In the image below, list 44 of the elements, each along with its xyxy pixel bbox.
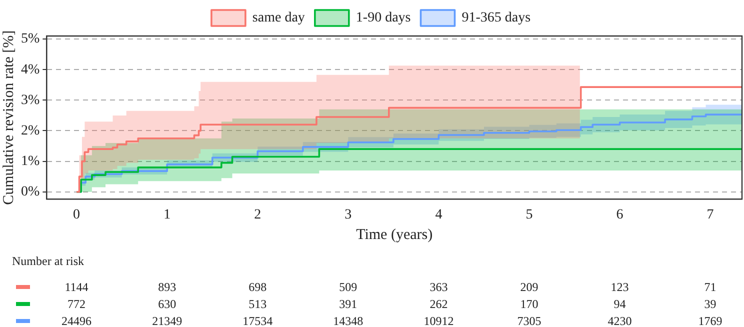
text: 772 [66,297,87,311]
y-tick-label: 2% [20,123,40,138]
x-tick-label: 4 [435,207,442,222]
x-axis-title: Time (years) [356,226,433,243]
legend-label: 1-90 days [356,10,411,26]
x-tick-label: 5 [526,207,533,222]
text: 17534 [242,314,274,327]
legend-label: same day [252,10,305,26]
y-tick-label: 5% [20,32,40,47]
text: Number at risk [12,254,84,268]
x-tick-label: 6 [616,207,624,222]
x-tick-label: 1 [164,207,171,222]
x-tick-label: 2 [254,207,262,222]
text: 123 [610,280,630,294]
text: 698 [248,280,268,294]
x-tick-label: 7 [706,207,714,222]
y-tick-label: 0% [20,184,40,200]
text: 71 [703,280,718,294]
text: 509 [338,280,358,294]
text: 170 [519,297,540,311]
text: 39 [703,297,718,311]
y-tick-label: 1% [20,154,40,169]
text: 14348 [332,314,364,327]
text: 7305 [516,314,542,327]
x-tick-label: 0 [73,207,80,222]
text: 391 [338,297,358,311]
text: 21349 [151,314,184,327]
text: 363 [428,280,449,294]
text: 893 [157,280,178,294]
text: 513 [248,297,268,311]
text: 1769 [697,314,724,327]
x-tick-label: 3 [344,207,352,222]
text: 24496 [60,314,93,327]
y-tick-label: 4% [20,62,40,78]
text: 1144 [64,280,90,294]
text: 4230 [606,314,633,327]
legend-label: 91-365 days [462,10,531,26]
y-axis-title: Cumulative revision rate [%] [0,30,17,205]
text: 630 [157,297,178,311]
text: 209 [519,280,540,294]
text: 10912 [422,314,455,327]
text: 262 [428,297,449,311]
y-tick-label: 3% [20,92,40,108]
text: 94 [612,297,627,311]
